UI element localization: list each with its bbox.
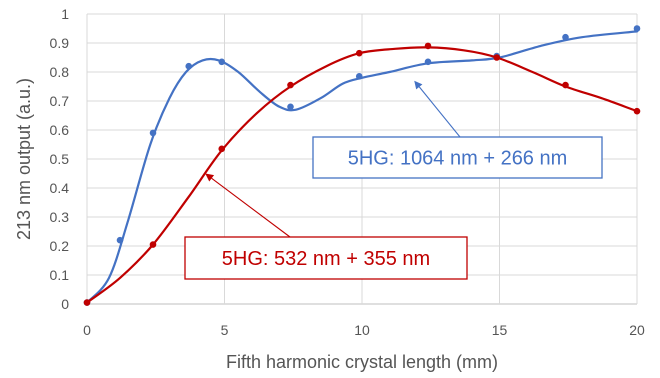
x-axis-title: Fifth harmonic crystal length (mm)	[226, 352, 498, 372]
y-tick-label: 0.6	[50, 122, 70, 138]
series	[83, 25, 641, 306]
y-tick-label: 0.9	[50, 35, 70, 51]
series-callout: 5HG: 532 nm + 355 nm	[184, 173, 468, 280]
y-tick-label: 1	[61, 6, 69, 22]
callout-arrowhead-icon	[414, 80, 423, 90]
y-tick-label: 0.8	[50, 64, 70, 80]
callout-box	[312, 136, 603, 179]
data-point	[116, 236, 124, 244]
annotations: 5HG: 1064 nm + 266 nm 5HG: 532 nm + 355 n…	[184, 80, 603, 280]
y-tick-label: 0.7	[50, 93, 70, 109]
data-point	[185, 62, 193, 70]
y-tick-label: 0.1	[50, 267, 70, 283]
callout-label: 5HG: 532 nm + 355 nm	[222, 248, 430, 270]
data-point	[633, 107, 641, 115]
series-red	[83, 42, 641, 306]
data-point	[493, 54, 501, 61]
callout-arrow-line	[418, 86, 461, 138]
data-point	[355, 73, 363, 80]
callout-label: 5HG: 1064 nm + 266 nm	[348, 148, 568, 170]
data-point	[633, 25, 641, 32]
x-tick-label: 0	[83, 322, 91, 338]
x-tick-label: 10	[354, 322, 370, 338]
callout-arrow-line	[211, 177, 291, 238]
callout-arrowhead-icon	[205, 173, 215, 182]
x-tick-label: 15	[492, 322, 508, 338]
data-point	[424, 58, 432, 66]
data-point	[562, 81, 569, 89]
callout-box	[184, 236, 468, 280]
series-line	[85, 30, 639, 304]
y-axis-title: 213 nm output (a.u.)	[14, 78, 34, 240]
data-point	[424, 42, 432, 50]
data-point	[355, 49, 363, 57]
y-tick-label: 0.5	[50, 151, 70, 167]
y-tick-label: 0.4	[50, 180, 70, 196]
data-point	[562, 33, 569, 41]
x-tick-label: 20	[629, 322, 645, 338]
data-point	[83, 299, 91, 306]
data-point	[218, 58, 226, 66]
series-callout: 5HG: 1064 nm + 266 nm	[312, 80, 603, 179]
y-tick-label: 0	[61, 296, 69, 312]
data-point	[149, 241, 157, 248]
x-tick-label: 5	[221, 322, 229, 338]
data-point	[287, 81, 294, 89]
tick-labels: 00.10.20.30.40.50.60.70.80.910 5 10 15 20	[50, 6, 645, 338]
y-tick-label: 0.3	[50, 209, 70, 225]
data-point	[149, 129, 157, 137]
data-point	[287, 103, 294, 111]
y-tick-label: 0.2	[50, 238, 70, 254]
data-point	[218, 145, 226, 153]
